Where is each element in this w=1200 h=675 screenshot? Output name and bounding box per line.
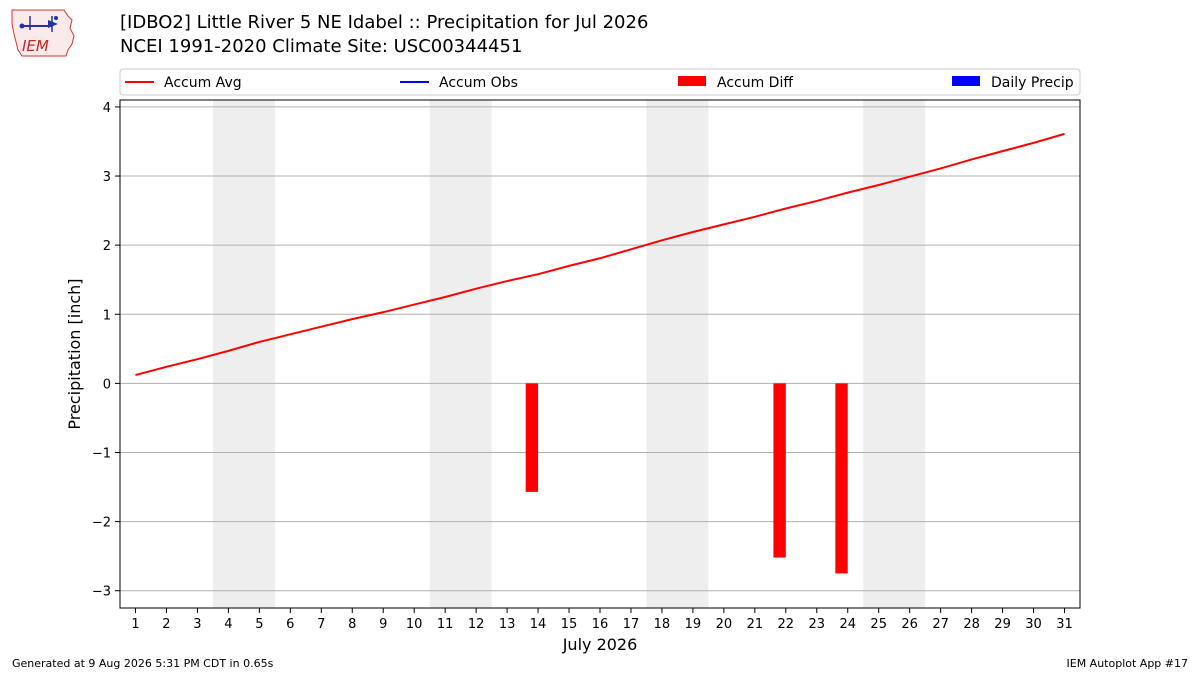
x-tick-label: 27 <box>932 617 949 632</box>
x-tick-label: 21 <box>747 617 764 632</box>
y-tick-label: 4 <box>103 101 111 116</box>
weekend-span-1 <box>212 100 275 608</box>
accum-diff-bar <box>525 383 539 492</box>
x-tick-label: 17 <box>623 617 640 632</box>
x-tick-label: 3 <box>193 617 201 632</box>
x-tick-label: 13 <box>499 617 516 632</box>
y-tick-label: 0 <box>103 377 111 392</box>
gridlines <box>120 106 1080 592</box>
y-axis-label: Precipitation [inch] <box>65 278 84 429</box>
x-tick-label: 6 <box>286 617 294 632</box>
x-tick-label: 16 <box>592 617 609 632</box>
legend-swatch <box>952 76 980 86</box>
x-tick-label: 10 <box>406 617 423 632</box>
x-tick-label: 25 <box>870 617 887 632</box>
x-axis-label: July 2026 <box>562 635 638 654</box>
legend-box <box>119 68 1081 96</box>
x-tick-label: 2 <box>162 617 170 632</box>
x-tick-label: 20 <box>716 617 733 632</box>
x-tick-label: 29 <box>994 617 1011 632</box>
weekend-span-3 <box>646 100 709 608</box>
y-tick-label: −2 <box>92 516 111 531</box>
y-tick-label: −3 <box>92 585 111 600</box>
x-tick-label: 22 <box>778 617 795 632</box>
x-axis: 1 2 3 4 5 6 7 8 9 10 11 12 13 14 15 16 17 18 19 20 21 22 23 24 2… <box>131 608 1073 632</box>
y-axis: −3 −2 −1 0 1 2 3 4 <box>92 101 120 600</box>
legend-label: Accum Diff <box>717 75 793 91</box>
x-tick-label: 28 <box>963 617 980 632</box>
x-tick-label: 9 <box>379 617 387 632</box>
accum-diff-bar <box>835 383 848 574</box>
weekend-span-4 <box>863 100 926 608</box>
x-tick-label: 26 <box>901 617 918 632</box>
x-tick-label: 18 <box>654 617 671 632</box>
x-tick-label: 14 <box>530 617 547 632</box>
footer-generated: Generated at 9 Aug 2026 5:31 PM CDT in 0… <box>12 657 274 670</box>
x-tick-label: 12 <box>468 617 485 632</box>
footer-app: IEM Autoplot App #17 <box>1066 657 1189 670</box>
x-tick-label: 31 <box>1056 617 1073 632</box>
y-tick-label: 2 <box>103 239 111 254</box>
legend-label: Accum Avg <box>164 75 242 91</box>
iem-logo: IEM <box>11 9 75 57</box>
y-tick-label: 1 <box>103 308 111 323</box>
chart-subtitle: NCEI 1991-2020 Climate Site: USC00344451 <box>120 36 523 57</box>
y-tick-label: −1 <box>92 446 111 461</box>
x-tick-label: 19 <box>685 617 702 632</box>
legend-label: Daily Precip <box>991 75 1074 91</box>
x-tick-label: 4 <box>224 617 232 632</box>
chart-title: [IDBO2] Little River 5 NE Idabel :: Prec… <box>120 12 649 33</box>
x-tick-label: 11 <box>437 617 454 632</box>
x-tick-label: 15 <box>561 617 578 632</box>
x-tick-label: 24 <box>839 617 856 632</box>
x-tick-label: 30 <box>1025 617 1042 632</box>
weekend-shading <box>212 100 926 608</box>
accum-avg-line-group <box>135 132 1065 377</box>
legend-swatch <box>678 76 706 86</box>
x-tick-label: 5 <box>255 617 263 632</box>
svg-text:IEM: IEM <box>22 37 49 55</box>
accum-diff-bars <box>525 383 848 574</box>
legend: Accum Avg Accum Obs Accum Diff Daily Precip <box>119 68 1081 96</box>
x-tick-label: 1 <box>131 617 139 632</box>
x-tick-label: 23 <box>809 617 826 632</box>
y-tick-label: 3 <box>103 170 111 185</box>
legend-label: Accum Obs <box>439 75 518 91</box>
x-tick-label: 7 <box>317 617 325 632</box>
weekend-span-2 <box>429 100 492 608</box>
accum-diff-bar <box>773 383 786 558</box>
x-tick-label: 8 <box>348 617 356 632</box>
